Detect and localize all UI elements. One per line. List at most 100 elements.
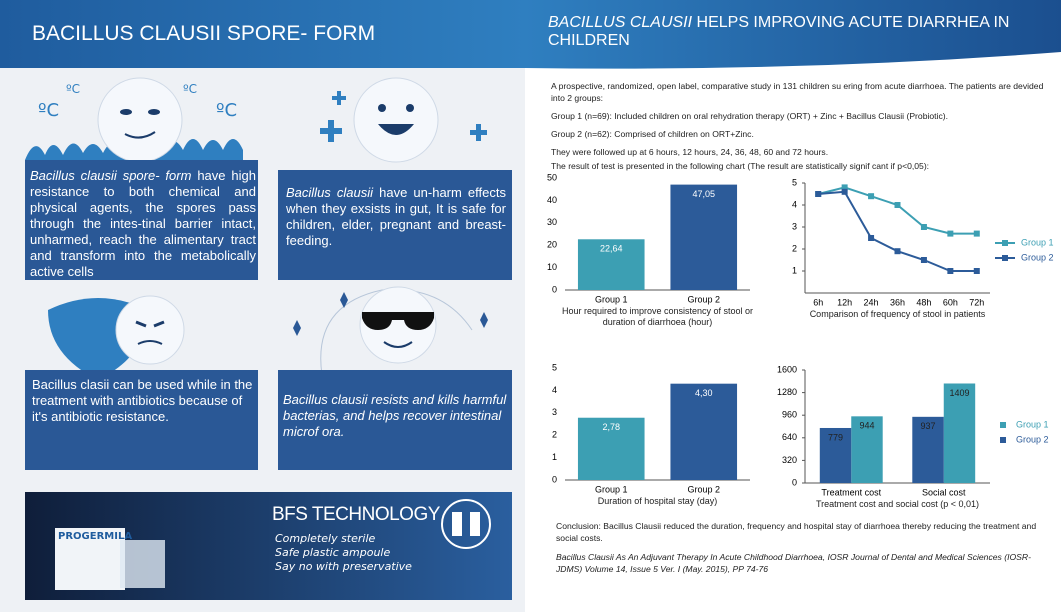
mascot-eye (148, 109, 160, 115)
bfs-list: Completely sterile Safe plastic ampoule … (275, 532, 412, 574)
y-tick-label: 4 (792, 199, 797, 209)
mascot-eye (378, 104, 386, 112)
product-name: PROGERMILA (58, 531, 133, 542)
y-tick-label: 20 (547, 240, 557, 250)
y-tick-label: 1280 (777, 387, 797, 397)
chart-caption: Duration of hospital stay (day) (597, 496, 718, 506)
y-tick-label: 3 (552, 407, 557, 417)
legend-label: Group 2 (1021, 252, 1054, 262)
y-tick-label: 320 (782, 455, 797, 465)
x-tick-label: 24h (864, 297, 879, 307)
y-tick-label: 640 (782, 432, 797, 442)
panel-text: Bacillus clasii can be used while in the… (32, 377, 253, 424)
marker (920, 257, 927, 263)
mascot-eye (120, 109, 132, 115)
y-tick-label: 5 (552, 362, 557, 372)
y-tick-label: 40 (547, 195, 557, 205)
x-tick-label: 48h (916, 297, 931, 307)
x-tick-label: 6h (813, 297, 823, 307)
panel-text: Bacillus clausii resists and kills harmf… (283, 392, 507, 439)
sparkles (293, 292, 488, 336)
result: The result of test is presented in the f… (551, 161, 930, 171)
marker (973, 230, 980, 237)
x-tick-label: Group 2 (687, 484, 720, 494)
panel-body: have high resistance to both chemical an… (30, 168, 256, 279)
panel-text: Bacillus clausii have un-harm effects wh… (286, 185, 506, 249)
legend-marker (1002, 255, 1008, 261)
marker (947, 268, 954, 274)
marker (841, 184, 848, 191)
value-label: 944 (859, 421, 874, 431)
product-box (55, 528, 125, 590)
thermo-label: ºC (38, 100, 60, 121)
y-tick-label: 30 (547, 217, 557, 227)
value-label: 4,30 (695, 388, 713, 398)
mascot (353, 77, 439, 163)
marker (868, 235, 875, 241)
mascot (97, 77, 183, 163)
legend-swatch (1000, 422, 1006, 428)
bfs-item: Safe plastic ampoule (275, 546, 391, 559)
plus-icons (320, 91, 487, 142)
bar (943, 383, 976, 483)
legend-marker (1002, 240, 1008, 246)
legend-label: Group 1 (1016, 419, 1049, 429)
thermo-label: ºC (183, 82, 198, 96)
x-tick-label: Group 1 (595, 294, 628, 304)
bar (577, 417, 645, 480)
mascot-eye (406, 104, 414, 112)
y-tick-label: 10 (547, 262, 557, 272)
y-tick-label: 0 (792, 477, 797, 487)
panel-box (25, 370, 258, 470)
chart-caption: Hour required to improve consistency of … (561, 306, 754, 327)
thermo-label: ºC (66, 82, 81, 96)
y-tick-label: 3 (792, 221, 797, 231)
mascot-mouth (378, 124, 414, 135)
marker (841, 188, 848, 195)
panel-lead: Bacillus clausii spore- form (30, 168, 192, 183)
bfs-icon (441, 499, 491, 549)
mascot-mouth (383, 341, 413, 348)
bar (819, 427, 852, 483)
x-tick-label: Social cost (922, 487, 966, 497)
x-tick-label: Treatment cost (821, 487, 881, 497)
y-tick-label: 50 (547, 172, 557, 182)
y-tick-label: 1600 (777, 364, 797, 374)
mascot-mouth (137, 340, 163, 345)
value-label: 779 (828, 432, 843, 442)
value-label: 47,05 (692, 189, 715, 199)
mascot (115, 295, 185, 365)
bfs-title: BFS TECHNOLOGY (272, 504, 440, 525)
header-left-bar (0, 0, 525, 68)
y-tick-label: 0 (552, 474, 557, 484)
reference: Bacillus Clausii As An Adjuvant Therapy … (556, 552, 1031, 574)
y-tick-label: 2 (792, 243, 797, 253)
bfs-item: Say no with preservative (275, 560, 412, 573)
value-label: 2,78 (602, 422, 620, 432)
panel-body: have un-harm effects when they exsists i… (286, 185, 506, 248)
y-tick-label: 960 (782, 410, 797, 420)
panel-box (278, 370, 512, 470)
x-tick-label: Group 2 (687, 294, 720, 304)
bfs-item: Completely sterile (275, 532, 376, 545)
value-label: 937 (921, 421, 936, 431)
legend-swatch (1000, 437, 1006, 443)
title-italic: BACILLUS CLAUSII (548, 14, 693, 31)
header-left-title: BACILLUS CLAUSII SPORE- FORM (32, 22, 376, 45)
group2: Group 2 (n=62): Comprised of children on… (551, 129, 754, 139)
x-tick-label: 60h (943, 297, 958, 307)
header-right-bar (525, 0, 1061, 69)
bar (577, 239, 645, 290)
bar (670, 383, 738, 480)
chart-caption: Comparison of frequency of stool in pati… (809, 309, 986, 319)
legend-label: Group 2 (1016, 434, 1049, 444)
study-text: A prospective, randomized, open label, c… (551, 80, 1051, 172)
mascot-mouth (124, 131, 156, 139)
bar (912, 416, 944, 483)
x-tick-label: 72h (969, 297, 984, 307)
followup: They were followed up at 6 hours, 12 hou… (551, 147, 829, 157)
conclusion: Conclusion: Bacillus Clausii reduced the… (556, 521, 1037, 543)
